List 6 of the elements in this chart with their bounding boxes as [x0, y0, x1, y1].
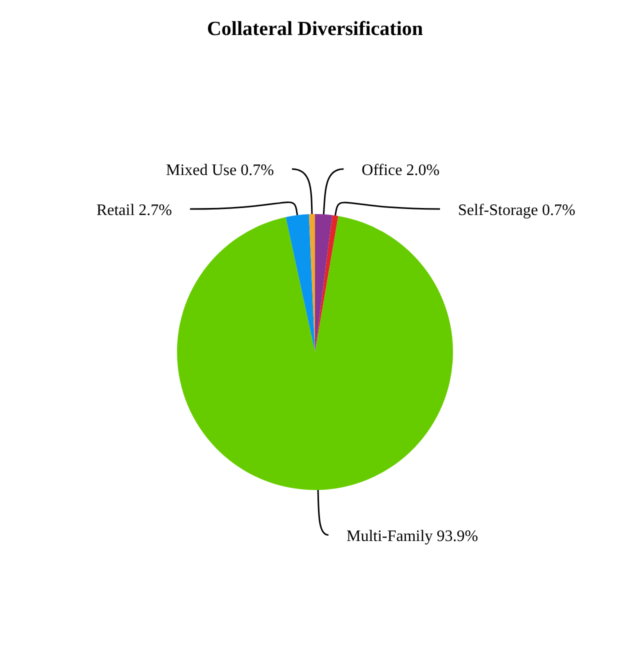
slice-label: Office 2.0%	[362, 162, 440, 180]
slice-label: Multi-Family 93.9%	[346, 528, 478, 546]
slice-label: Retail 2.7%	[96, 202, 172, 220]
chart-title: Collateral Diversification	[206, 18, 424, 40]
slice-label: Mixed Use 0.7%	[166, 162, 274, 180]
slice-label: Self-Storage 0.7%	[458, 202, 576, 220]
